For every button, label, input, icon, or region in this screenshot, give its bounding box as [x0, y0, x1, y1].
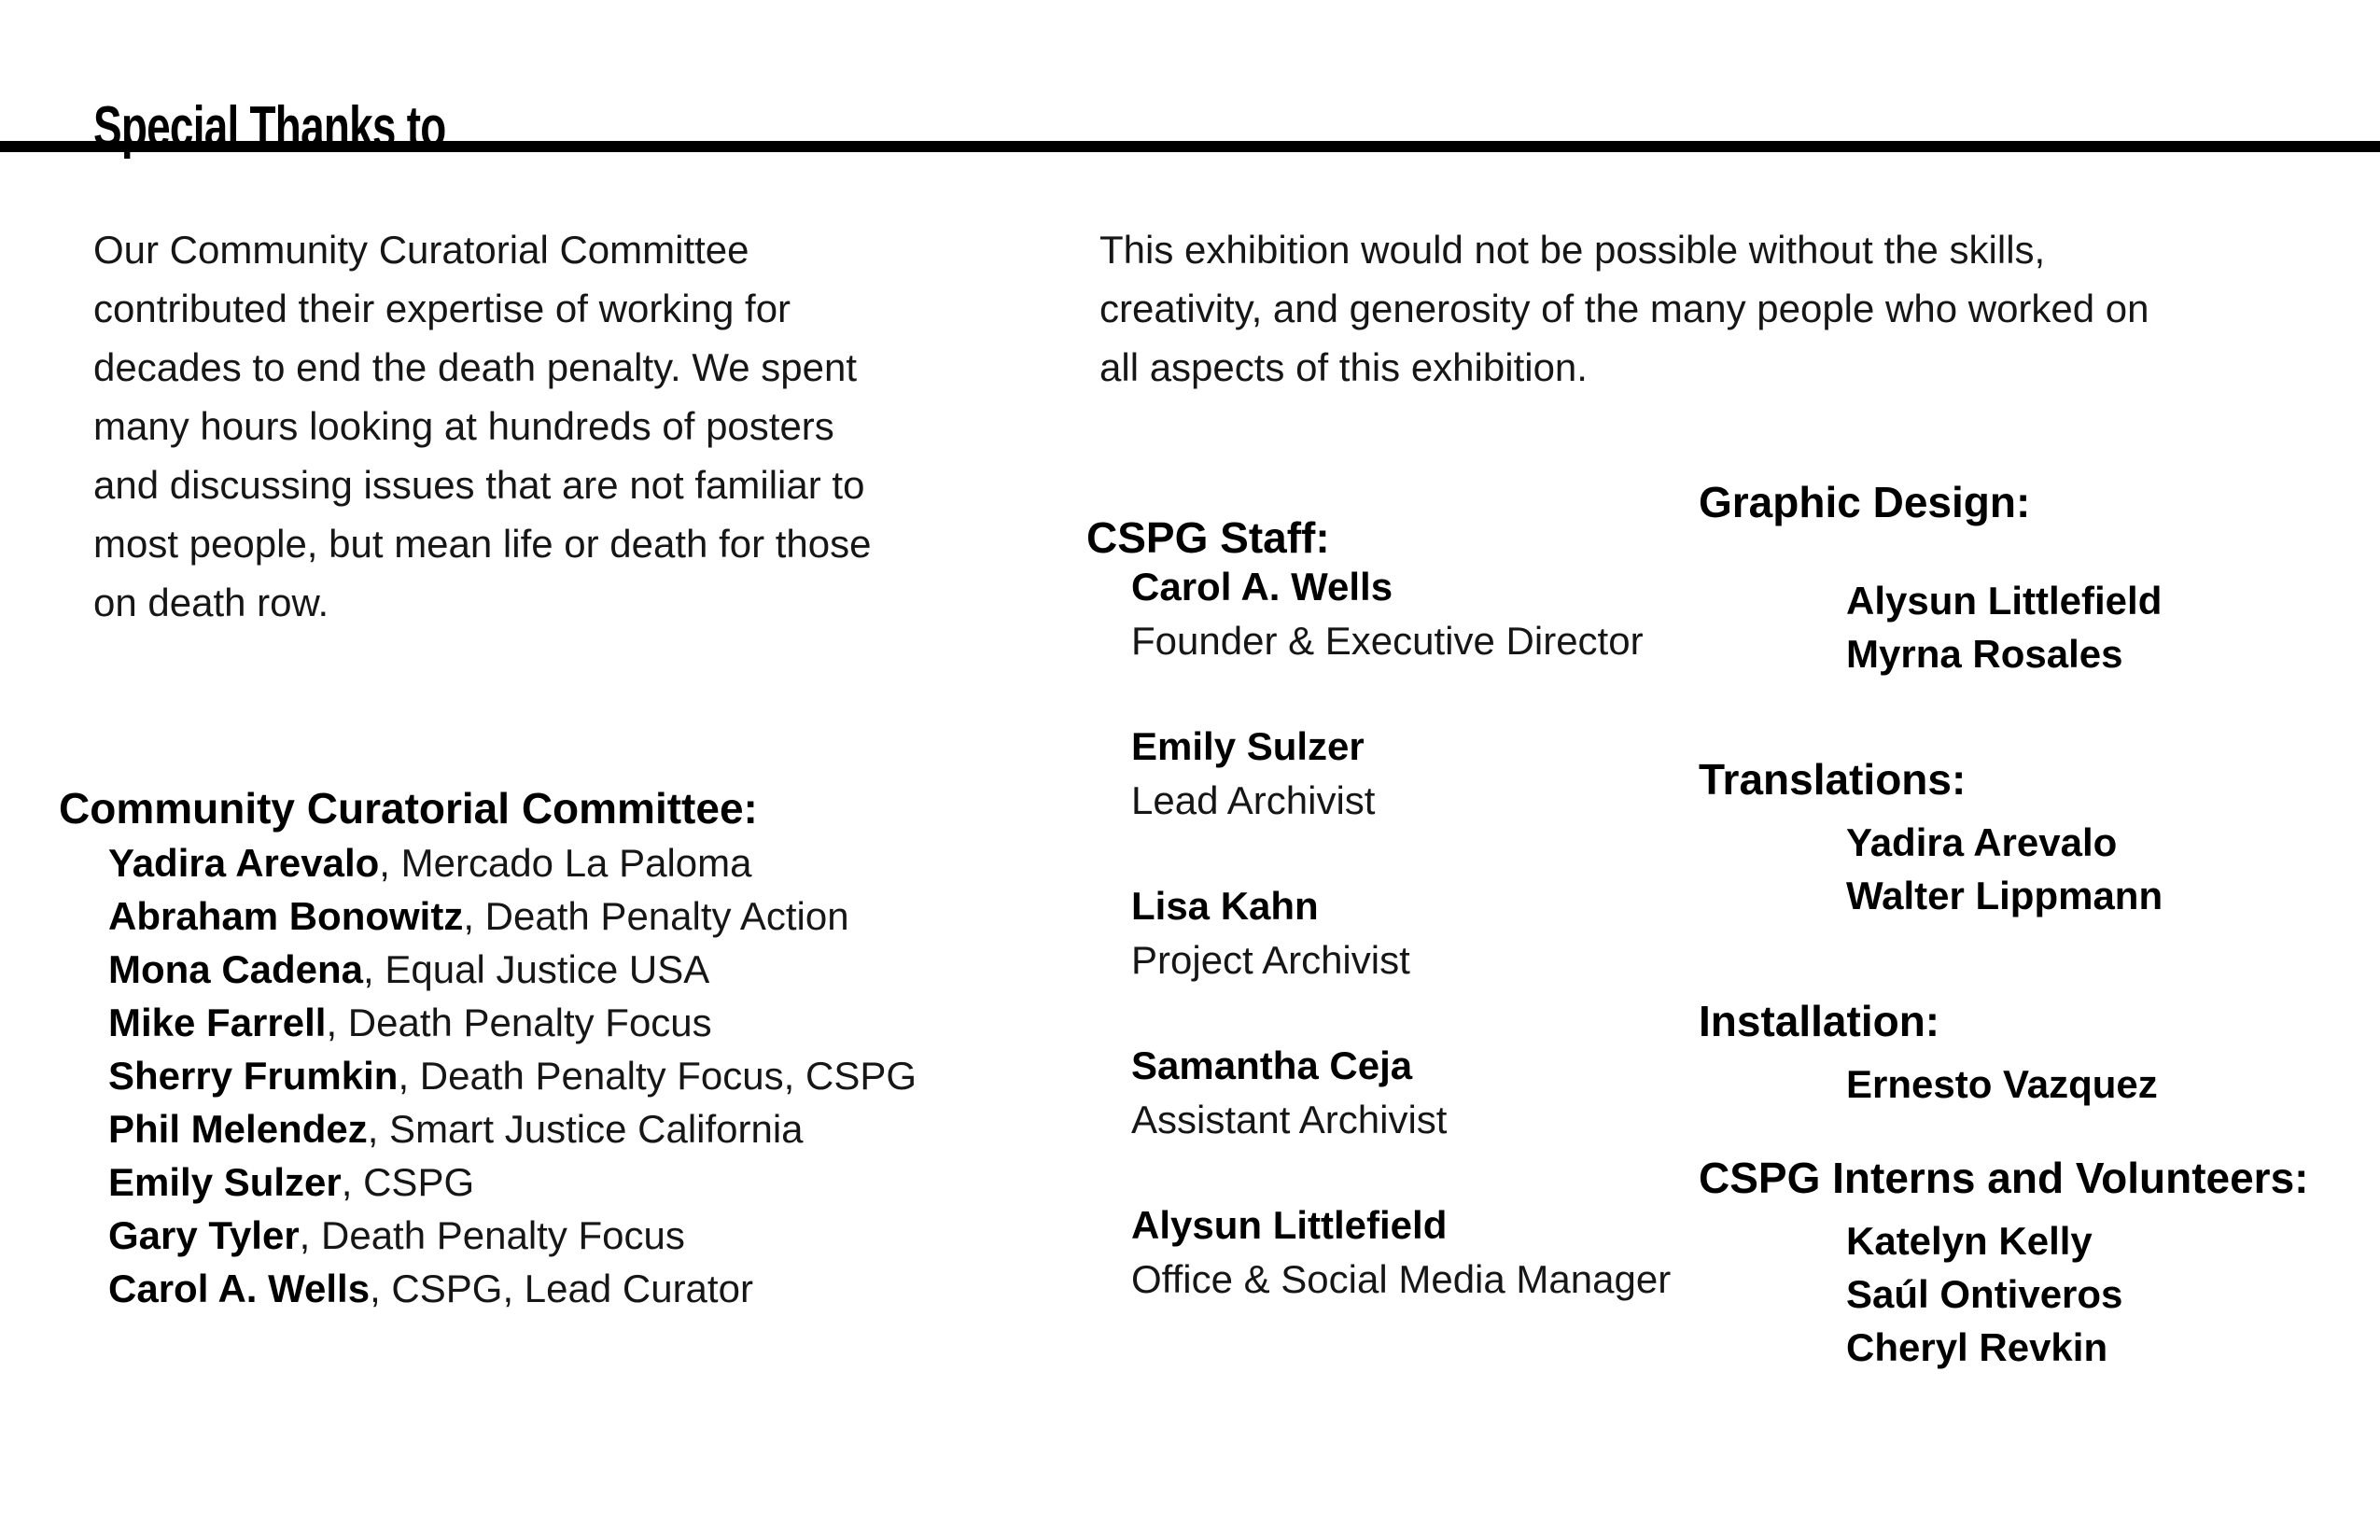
interns-volunteers-heading: CSPG Interns and Volunteers:: [1699, 1154, 2309, 1202]
committee-member-affiliation: , CSPG: [341, 1160, 475, 1204]
committee-member-affiliation: , Death Penalty Focus, CSPG: [398, 1054, 917, 1098]
translations-names: Yadira Arevalo Walter Lippmann: [1699, 816, 2371, 922]
staff-list: Carol A. Wells Founder & Executive Direc…: [1131, 560, 1671, 1358]
staff-name: Carol A. Wells: [1131, 565, 1393, 609]
translations-heading: Translations:: [1699, 755, 1967, 804]
staff-role: Lead Archivist: [1131, 778, 1376, 822]
committee-member-affiliation: , Equal Justice USA: [363, 947, 710, 991]
credit-name: Alysun Littlefield: [1846, 579, 2163, 623]
graphic-design-group: Graphic Design: Alysun Littlefield Myrna…: [1699, 476, 2371, 680]
intro-line: most people, but mean life or death for …: [93, 522, 872, 566]
committee-member-name: Mike Farrell: [108, 1001, 327, 1044]
committee-member-name: Abraham Bonowitz: [108, 894, 464, 938]
credit-name: Cheryl Revkin: [1846, 1325, 2108, 1369]
intro-line: Our Community Curatorial Committee: [93, 228, 749, 272]
staff-entry: Carol A. Wells Founder & Executive Direc…: [1131, 560, 1671, 668]
staff-role: Project Archivist: [1131, 938, 1410, 982]
intro-line: contributed their expertise of working f…: [93, 287, 791, 330]
committee-heading: Community Curatorial Committee:: [59, 784, 758, 833]
committee-member-name: Gary Tyler: [108, 1213, 300, 1257]
staff-entry: Emily Sulzer Lead Archivist: [1131, 720, 1671, 828]
committee-member-name: Sherry Frumkin: [108, 1054, 399, 1098]
right-intro-paragraph: This exhibition would not be possible wi…: [1099, 220, 2149, 397]
intro-line: on death row.: [93, 581, 329, 624]
committee-row: Carol A. Wells, CSPG, Lead Curator: [108, 1262, 917, 1315]
committee-member-affiliation: , Death Penalty Action: [463, 894, 849, 938]
committee-member-name: Carol A. Wells: [108, 1267, 371, 1310]
committee-row: Mona Cadena, Equal Justice USA: [108, 943, 917, 996]
interns-volunteers-names: Katelyn Kelly Saúl Ontiveros Cheryl Revk…: [1699, 1214, 2371, 1374]
staff-role: Assistant Archivist: [1131, 1098, 1448, 1141]
committee-member-affiliation: , Smart Justice California: [367, 1107, 804, 1151]
committee-row: Gary Tyler, Death Penalty Focus: [108, 1209, 917, 1262]
committee-row: Phil Melendez, Smart Justice California: [108, 1102, 917, 1155]
credit-name: Yadira Arevalo: [1846, 820, 2118, 864]
intro-line: many hours looking at hundreds of poster…: [93, 404, 834, 448]
credit-name: Ernesto Vazquez: [1846, 1062, 2158, 1106]
committee-member-name: Emily Sulzer: [108, 1160, 342, 1204]
staff-name: Lisa Kahn: [1131, 884, 1319, 928]
left-intro-paragraph: Our Community Curatorial Committee contr…: [93, 220, 872, 632]
installation-heading: Installation:: [1699, 997, 1940, 1045]
staff-entry: Alysun Littlefield Office & Social Media…: [1131, 1198, 1671, 1307]
committee-member-affiliation: , Mercado La Paloma: [379, 841, 752, 885]
cspg-staff-heading: CSPG Staff:: [1086, 513, 1330, 563]
staff-role: Founder & Executive Director: [1131, 619, 1644, 663]
graphic-design-names: Alysun Littlefield Myrna Rosales: [1699, 574, 2371, 680]
installation-names: Ernesto Vazquez: [1699, 1057, 2371, 1111]
staff-entry: Samantha Ceja Assistant Archivist: [1131, 1039, 1671, 1147]
committee-member-name: Phil Melendez: [108, 1107, 368, 1151]
committee-member-affiliation: , CSPG, Lead Curator: [370, 1267, 753, 1310]
staff-entry: Lisa Kahn Project Archivist: [1131, 879, 1671, 987]
interns-volunteers-group: CSPG Interns and Volunteers: Katelyn Kel…: [1699, 1152, 2371, 1374]
staff-name: Emily Sulzer: [1131, 724, 1365, 768]
committee-row: Emily Sulzer, CSPG: [108, 1155, 917, 1209]
credit-name: Katelyn Kelly: [1846, 1219, 2093, 1263]
committee-row: Yadira Arevalo, Mercado La Paloma: [108, 836, 917, 889]
committee-row: Abraham Bonowitz, Death Penalty Action: [108, 889, 917, 943]
intro-line: creativity, and generosity of the many p…: [1099, 287, 2149, 330]
committee-member-affiliation: , Death Penalty Focus: [326, 1001, 712, 1044]
staff-name: Alysun Littlefield: [1131, 1203, 1448, 1247]
credits-column: Graphic Design: Alysun Littlefield Myrna…: [1699, 476, 2371, 1447]
committee-row: Sherry Frumkin, Death Penalty Focus, CSP…: [108, 1049, 917, 1102]
intro-line: decades to end the death penalty. We spe…: [93, 345, 858, 389]
committee-member-affiliation: , Death Penalty Focus: [299, 1213, 685, 1257]
intro-line: and discussing issues that are not famil…: [93, 463, 865, 507]
committee-row: Mike Farrell, Death Penalty Focus: [108, 996, 917, 1049]
committee-member-name: Yadira Arevalo: [108, 841, 380, 885]
title-divider-rule: [0, 141, 2380, 152]
intro-line: all aspects of this exhibition.: [1099, 345, 1588, 389]
staff-role: Office & Social Media Manager: [1131, 1257, 1672, 1301]
credit-name: Myrna Rosales: [1846, 632, 2123, 676]
committee-member-name: Mona Cadena: [108, 947, 364, 991]
graphic-design-heading: Graphic Design:: [1699, 478, 2031, 526]
intro-line: This exhibition would not be possible wi…: [1099, 228, 2046, 272]
credit-name: Saúl Ontiveros: [1846, 1272, 2123, 1316]
translations-group: Translations: Yadira Arevalo Walter Lipp…: [1699, 753, 2371, 922]
staff-name: Samantha Ceja: [1131, 1043, 1413, 1087]
installation-group: Installation: Ernesto Vazquez: [1699, 995, 2371, 1111]
credit-name: Walter Lippmann: [1846, 874, 2163, 917]
committee-list: Yadira Arevalo, Mercado La Paloma Abraha…: [108, 836, 917, 1315]
